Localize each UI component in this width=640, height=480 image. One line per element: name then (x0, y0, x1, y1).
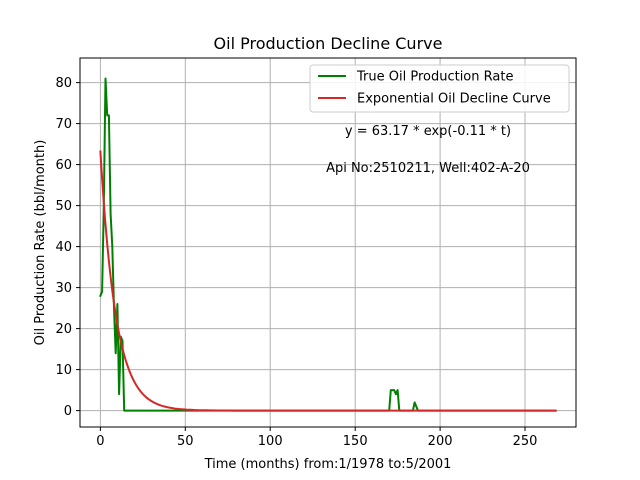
x-tick-label: 150 (343, 434, 368, 449)
y-tick-label: 20 (55, 322, 72, 337)
legend-label-decline-curve: Exponential Oil Decline Curve (357, 92, 551, 107)
y-tick-label: 0 (64, 404, 72, 419)
x-tick-label: 50 (177, 434, 194, 449)
chart-title: Oil Production Decline Curve (214, 34, 443, 53)
plot-frame (79, 57, 577, 428)
axis-ticks: 0 50 100 150 200 250 0 10 20 30 40 50 60 70 80 (55, 76, 537, 449)
x-tick-label: 250 (513, 434, 538, 449)
legend-label-true-rate: True Oil Production Rate (356, 70, 513, 85)
exponential-decline-line (99, 150, 557, 412)
x-tick-label: 100 (258, 434, 283, 449)
y-tick-label: 30 (55, 281, 72, 296)
series-group (99, 77, 557, 412)
y-tick-label: 60 (55, 158, 72, 173)
x-tick-label: 0 (96, 434, 104, 449)
legend-box (309, 64, 570, 113)
x-tick-label: 200 (428, 434, 453, 449)
y-axis-label: Oil Production Rate (bbl/month) (33, 140, 48, 346)
well-annotation: Api No:2510211, Well:402-A-20 (326, 161, 530, 176)
y-tick-label: 40 (55, 240, 72, 255)
y-tick-label: 80 (55, 76, 72, 91)
y-tick-label: 70 (55, 117, 72, 132)
legend: True Oil Production Rate Exponential Oil… (309, 64, 570, 113)
x-axis-label: Time (months) from:1/1978 to:5/2001 (204, 457, 452, 472)
y-tick-label: 10 (55, 363, 72, 378)
y-tick-label: 50 (55, 199, 72, 214)
equation-annotation: y = 63.17 * exp(-0.11 * t) (345, 124, 511, 139)
